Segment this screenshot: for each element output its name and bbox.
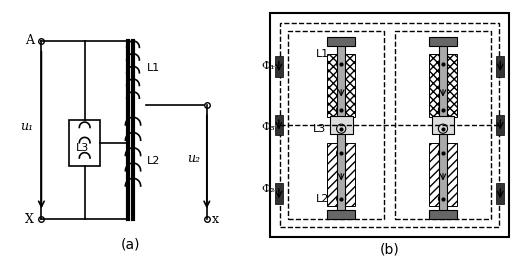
Bar xyxy=(69,120,100,166)
Bar xyxy=(270,13,509,237)
Bar xyxy=(275,184,283,204)
Bar xyxy=(429,54,457,117)
Text: L3: L3 xyxy=(313,124,327,134)
Bar xyxy=(429,37,457,46)
Text: Φ₂: Φ₂ xyxy=(261,184,275,193)
Text: Φ₃: Φ₃ xyxy=(261,122,275,132)
Bar xyxy=(432,116,454,134)
Text: L3: L3 xyxy=(75,143,89,153)
Text: (b): (b) xyxy=(380,243,399,257)
Text: x: x xyxy=(212,213,219,226)
Text: X: X xyxy=(25,213,34,226)
Bar xyxy=(439,41,447,219)
Bar xyxy=(337,41,345,219)
Text: (a): (a) xyxy=(121,237,140,251)
Bar xyxy=(429,143,457,206)
Bar xyxy=(429,210,457,219)
Text: L2: L2 xyxy=(316,194,329,204)
Text: L1: L1 xyxy=(147,63,160,73)
Bar xyxy=(327,54,355,117)
Text: L2: L2 xyxy=(147,155,160,166)
Bar xyxy=(497,115,504,135)
Bar xyxy=(327,143,355,206)
Bar xyxy=(497,184,504,204)
Bar xyxy=(275,56,283,76)
Bar xyxy=(288,31,384,219)
Text: u₁: u₁ xyxy=(20,120,33,133)
Text: A: A xyxy=(25,34,34,47)
Bar xyxy=(330,116,353,134)
Bar xyxy=(327,37,355,46)
Bar xyxy=(327,210,355,219)
Text: Φ₁: Φ₁ xyxy=(261,61,275,72)
Text: u₂: u₂ xyxy=(188,152,201,165)
Bar xyxy=(497,56,504,76)
Bar xyxy=(395,31,491,219)
Text: L1: L1 xyxy=(316,49,329,59)
Bar xyxy=(280,23,499,227)
Bar xyxy=(275,115,283,135)
